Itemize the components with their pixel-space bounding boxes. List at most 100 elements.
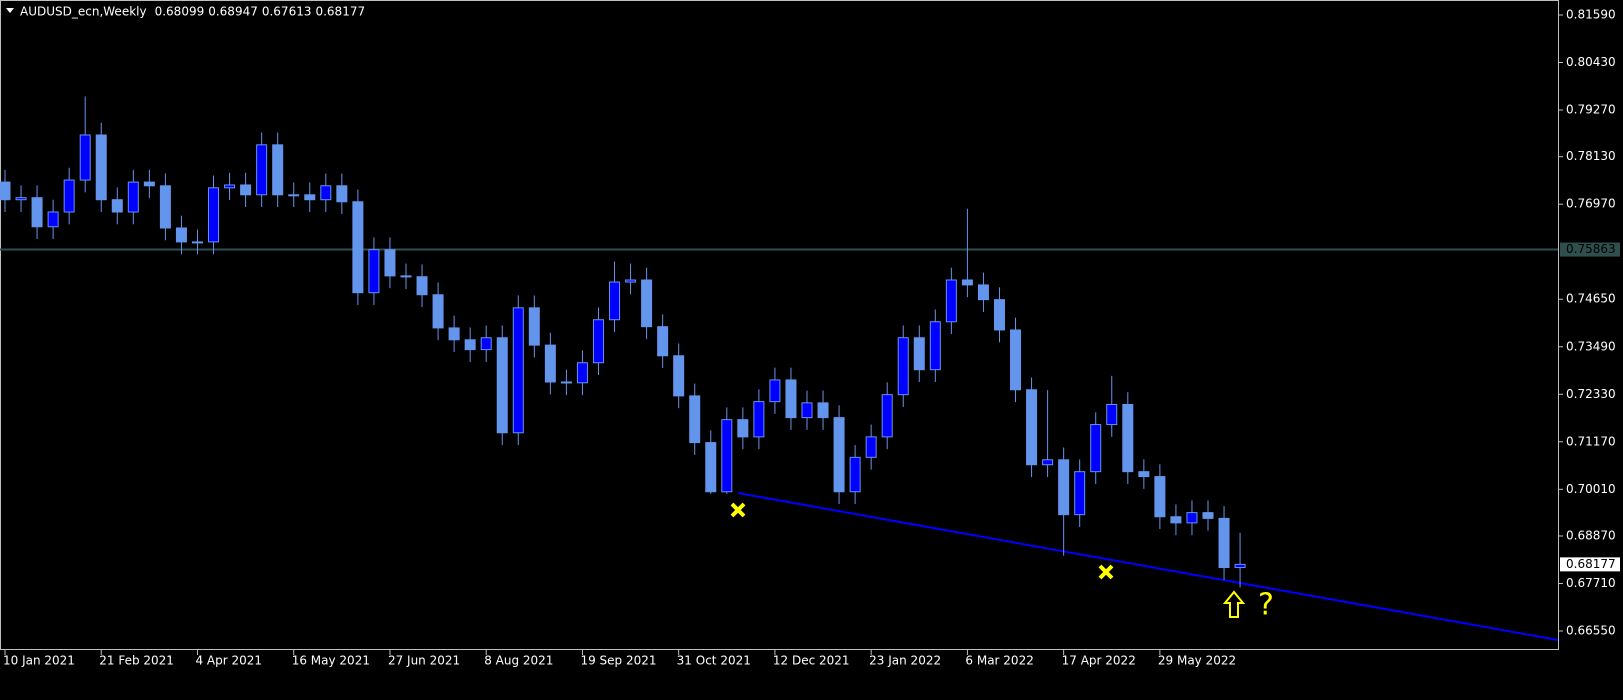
candle-body [272, 144, 284, 196]
plot-frame [0, 0, 1559, 650]
menu-arrow[interactable] [6, 8, 14, 13]
candle-body [496, 337, 508, 434]
candle-body [945, 279, 957, 323]
x-tick-label: 8 Aug 2021 [484, 654, 553, 668]
y-tick-label: 0.79270 [1566, 103, 1616, 117]
candle-body [673, 355, 685, 397]
candle-body [1042, 459, 1054, 466]
candle-body [1090, 424, 1102, 473]
candle-body [753, 401, 765, 438]
candle-body [1122, 404, 1134, 473]
candle-body [1154, 476, 1166, 518]
candle-body [977, 284, 989, 301]
x-tick-label: 23 Jan 2022 [869, 654, 941, 668]
candle-body [592, 319, 604, 364]
candle-body [1074, 471, 1086, 516]
candle-body [657, 326, 669, 357]
y-tick-label: 0.76970 [1566, 197, 1616, 211]
candle-body [47, 211, 59, 228]
candle-body [544, 344, 556, 383]
arrow-up [1222, 590, 1246, 618]
candle-body [993, 299, 1005, 331]
candle-body [304, 194, 316, 201]
candle-body [1106, 404, 1118, 426]
x-tick-label: 29 May 2022 [1158, 654, 1236, 668]
candle-body [801, 402, 813, 419]
y-tick-label: 0.68870 [1566, 528, 1616, 542]
current-price-label: 0.68177 [1566, 557, 1616, 571]
candle-body [1186, 512, 1198, 524]
candle-body [929, 321, 941, 371]
candle-body [961, 279, 973, 286]
candle-body [480, 337, 492, 351]
candle-body [1058, 459, 1070, 516]
x-tick-label: 12 Dec 2021 [773, 654, 850, 668]
y-tick-label: 0.74650 [1566, 292, 1616, 306]
candle-body [336, 185, 348, 203]
candle-body [111, 199, 123, 213]
x-tick-label: 10 Jan 2021 [3, 654, 75, 668]
candle-body [288, 194, 300, 197]
header-open: 0.68099 [155, 5, 205, 19]
x-tick-label: 21 Feb 2021 [99, 654, 174, 668]
y-tick-label: 0.80430 [1566, 55, 1616, 69]
candle-body [769, 379, 781, 403]
y-tick-label: 0.70010 [1566, 482, 1616, 496]
y-tick-label: 0.67710 [1566, 576, 1616, 590]
candle-body [609, 281, 621, 321]
header-low: 0.67613 [262, 5, 312, 19]
candle-body [881, 394, 893, 438]
candle-body [400, 275, 412, 278]
candle-body [256, 144, 268, 196]
price-label-bg [1560, 557, 1620, 572]
cross-marker [730, 502, 1114, 580]
candle-body [320, 185, 332, 201]
candle-body [1218, 517, 1230, 569]
y-tick-label: 0.71170 [1566, 434, 1616, 448]
candle-body [737, 419, 749, 438]
candle-body [416, 276, 428, 296]
header-high: 0.68947 [208, 5, 258, 19]
candle-body [352, 201, 364, 294]
candle-body [143, 181, 155, 187]
candle-body [240, 184, 252, 196]
candle-body [175, 227, 187, 243]
candle-body [528, 307, 540, 346]
y-tick-label: 0.72330 [1566, 387, 1616, 401]
x-tick-label: 31 Oct 2021 [677, 654, 751, 668]
candle-body [689, 395, 701, 444]
candle-body [15, 197, 27, 201]
candle-body [785, 379, 797, 419]
candle-body [464, 339, 476, 351]
candle-body [1010, 329, 1022, 391]
candle-body [432, 294, 444, 329]
candle-body [368, 249, 380, 294]
candle-body [833, 417, 845, 493]
y-tick-label: 0.73490 [1566, 339, 1616, 353]
candle-body [1138, 471, 1150, 478]
candle-body [641, 279, 653, 328]
hline-label-bg [1560, 242, 1620, 257]
candle-body [705, 442, 717, 493]
header-close: 0.68177 [315, 5, 365, 19]
annotation-text: ? [1258, 588, 1274, 623]
chart-title: AUDUSD_ecn,Weekly [20, 5, 147, 19]
candle-body [1026, 389, 1038, 466]
trend-line[interactable] [737, 492, 1559, 641]
x-tick-label: 16 May 2021 [292, 654, 370, 668]
candle-body [0, 181, 11, 201]
candle-body [208, 187, 220, 243]
x-tick-label: 4 Apr 2021 [195, 654, 262, 668]
y-tick-label: 0.81590 [1566, 7, 1616, 21]
candle-body [576, 362, 588, 384]
hline-label: 0.75863 [1566, 242, 1616, 256]
candle-body [625, 279, 637, 283]
candle-body [1170, 516, 1182, 524]
candle-body [913, 337, 925, 371]
candle-body [127, 181, 139, 213]
candle-body [865, 436, 877, 458]
y-tick-label: 0.78130 [1566, 149, 1616, 163]
x-tick-label: 19 Sep 2021 [580, 654, 656, 668]
